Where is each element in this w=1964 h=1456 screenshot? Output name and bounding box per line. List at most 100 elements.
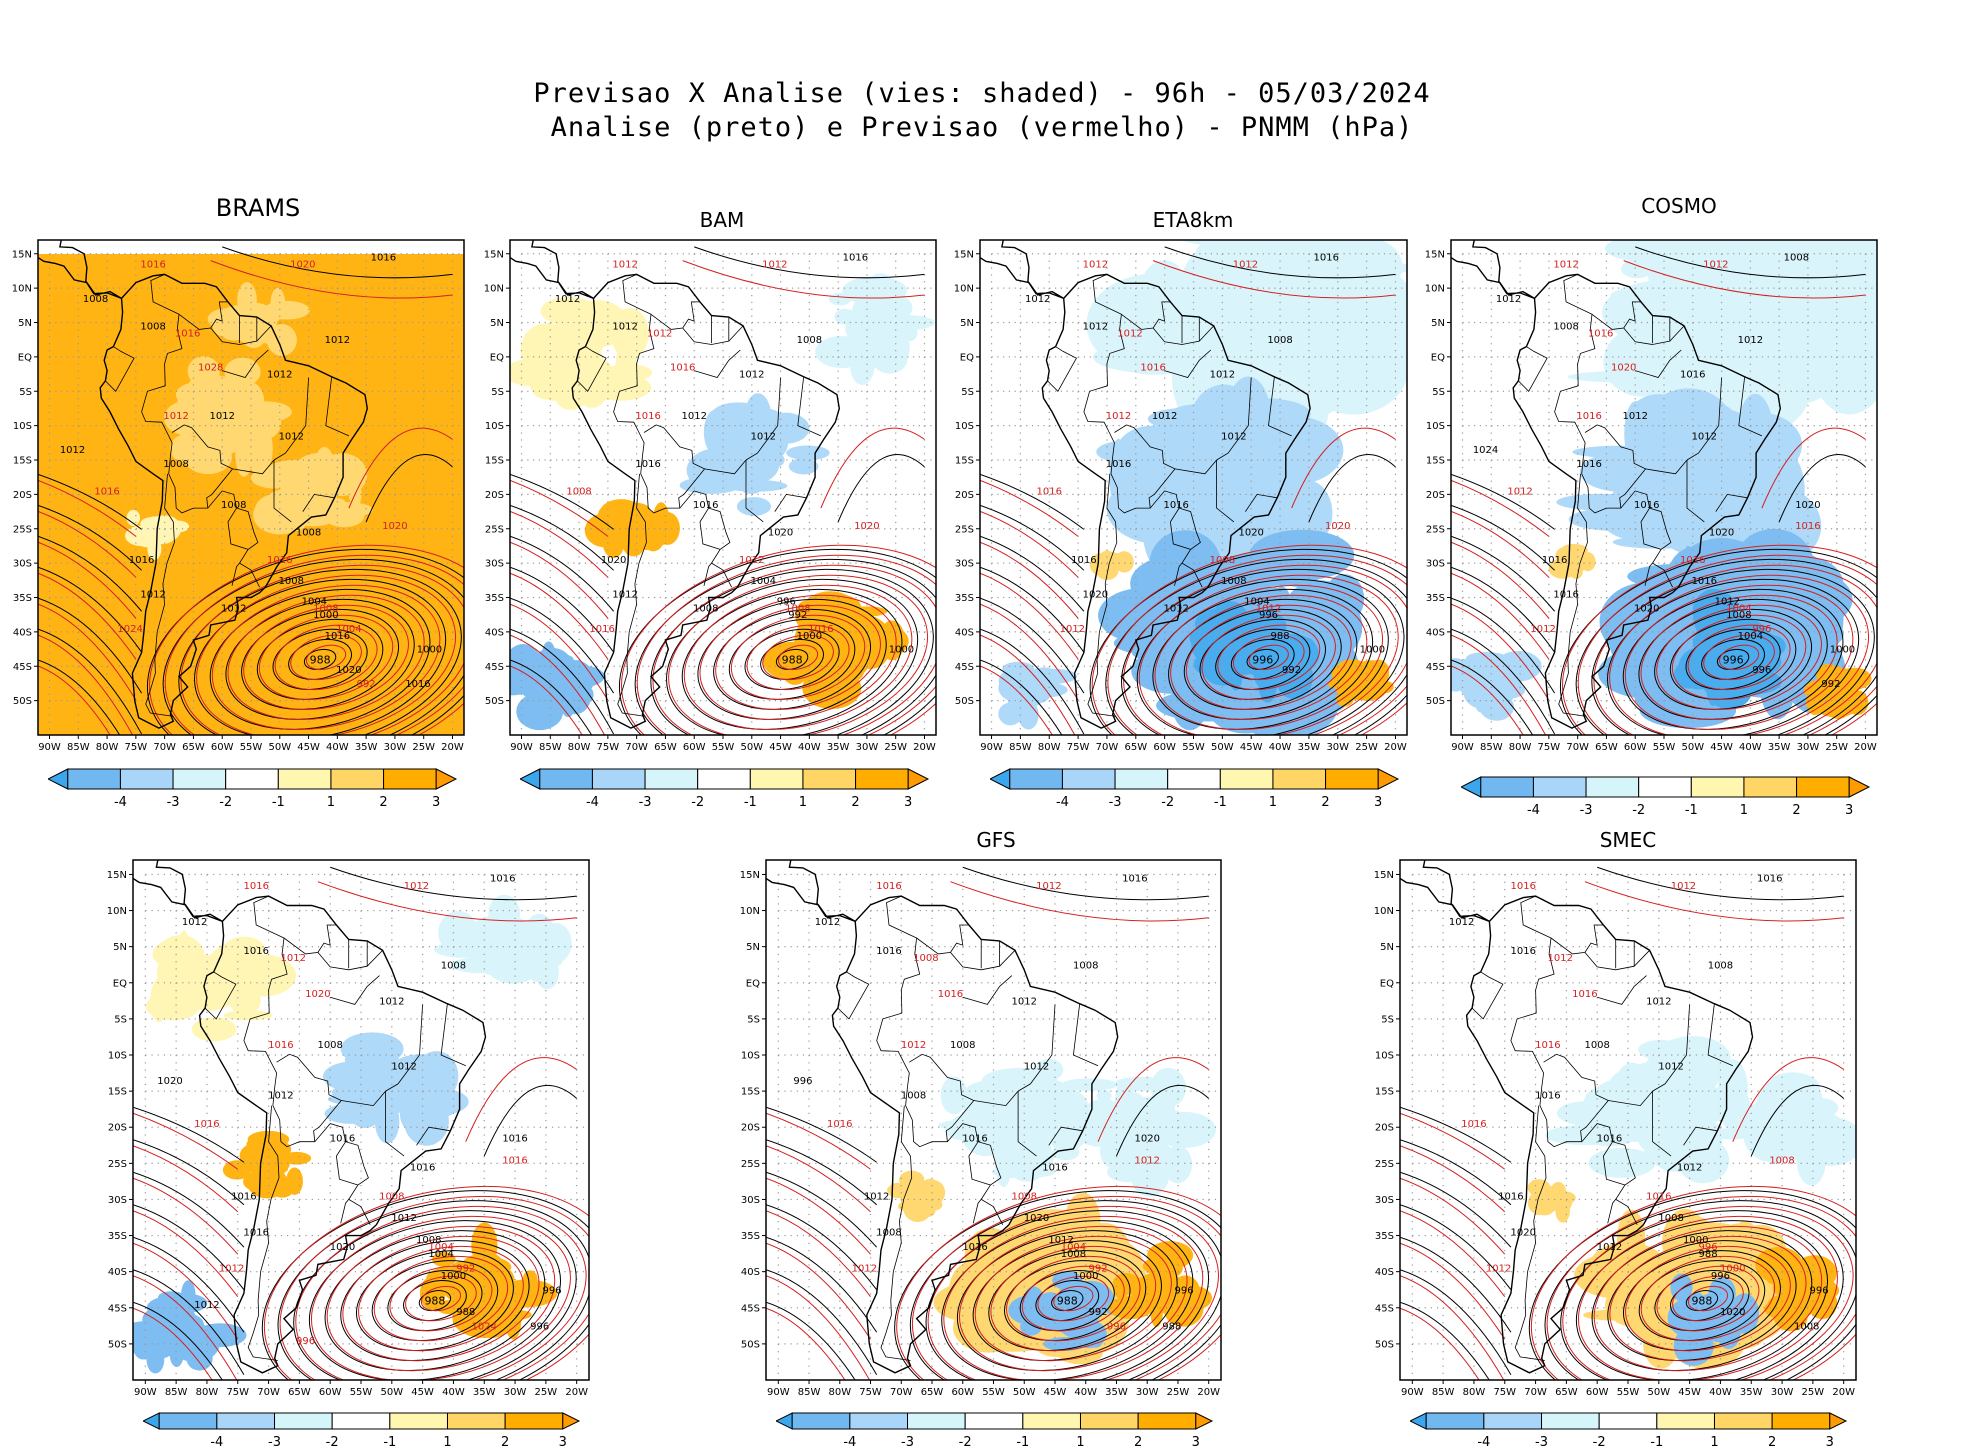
lon-label: 55W <box>982 1387 1005 1398</box>
red-isobar-label: 1012 <box>1553 260 1578 271</box>
lon-label: 60W <box>319 1387 342 1398</box>
black-isobar-label: 1008 <box>1553 321 1578 332</box>
lat-label: 40S <box>1375 1267 1394 1278</box>
lon-label: 20W <box>565 1387 588 1398</box>
lat-label: 5S <box>1381 1014 1394 1025</box>
red-isobar-label: 1016 <box>827 1119 852 1130</box>
colorbar-tick-label: 1 <box>1740 803 1748 818</box>
red-isobar-label: 996 <box>1107 1321 1126 1332</box>
black-isobar-label: 1016 <box>1553 590 1578 601</box>
panel-title: GFS <box>876 828 1116 852</box>
lon-label: 20W <box>441 742 464 753</box>
colorbar-swatch <box>332 1413 390 1429</box>
red-isobar-label: 1008 <box>785 603 810 614</box>
panel-title: SMEC <box>1508 828 1748 852</box>
colorbar-tick-label: -2 <box>1161 795 1174 810</box>
forecast-map-eta8km: 1016101210081012101210121012101610161020… <box>935 235 1432 770</box>
red-isobar-label: 1016 <box>1037 486 1062 497</box>
lon-label: 25W <box>884 742 907 753</box>
colorbar-tick-label: 1 <box>1076 1435 1084 1450</box>
lon-label: 40W <box>326 742 349 753</box>
lat-label: 50S <box>108 1339 127 1350</box>
lon-label: 45W <box>411 1387 434 1398</box>
red-isobar-label: 1012 <box>1060 624 1085 635</box>
lat-label: 30S <box>13 559 32 570</box>
colorbar: -4-3-2-11234 <box>1461 776 1879 824</box>
black-isobar-label: 1012 <box>1163 603 1188 614</box>
lon-label: 55W <box>1653 742 1676 753</box>
lat-label: 10S <box>1426 421 1445 432</box>
black-isobar-label: 1016 <box>410 1163 435 1174</box>
colorbar-swatch <box>1481 777 1534 797</box>
main-title-line1: Previsao X Analise (vies: shaded) - 96h … <box>0 78 1964 109</box>
red-isobar-label: 992 <box>357 679 376 690</box>
black-isobar-label: 1016 <box>1692 576 1717 587</box>
colorbar-swatch <box>384 769 437 789</box>
lat-label: 10N <box>954 284 974 295</box>
black-isobar-label: 1008 <box>901 1090 926 1101</box>
lat-label: 45S <box>1426 662 1445 673</box>
black-isobar-label: 1020 <box>1083 590 1108 601</box>
black-isobar-label: 1016 <box>1042 1163 1067 1174</box>
lat-label: 15S <box>1375 1087 1394 1098</box>
lat-label: 45S <box>13 662 32 673</box>
black-isobar-label: 1012 <box>612 590 637 601</box>
lat-label: EQ <box>1431 352 1445 363</box>
red-isobar-label: 1000 <box>1720 1264 1745 1275</box>
lon-label: 45W <box>1044 1387 1067 1398</box>
panel-title: BAM <box>602 208 842 232</box>
lon-label: 40W <box>1739 742 1762 753</box>
black-isobar-label: 1016 <box>1106 459 1131 470</box>
black-isobar-label: 1016 <box>1757 874 1782 885</box>
lat-label: 10N <box>1374 906 1394 917</box>
red-isobar-label: 1004 <box>1061 1242 1086 1253</box>
lon-label: 20W <box>1197 1387 1220 1398</box>
black-isobar-label: 1008 <box>1267 335 1292 346</box>
lon-label: 80W <box>568 742 591 753</box>
red-isobar-label: 1008 <box>1210 555 1235 566</box>
red-isobar-label: 1016 <box>938 989 963 1000</box>
lat-label: 5N <box>746 942 760 953</box>
colorbar: -4-3-2-11234 <box>776 1412 1222 1456</box>
lat-label: 5S <box>1432 387 1445 398</box>
black-isobar-label: 1008 <box>693 603 718 614</box>
colorbar-swatch <box>331 769 384 789</box>
lon-label: 30W <box>1326 742 1349 753</box>
low-center-label: 988 <box>424 1295 445 1308</box>
red-isobar-label: 1024 <box>472 1321 497 1332</box>
black-isobar-label: 1008 <box>1073 960 1098 971</box>
black-isobar-label: 992 <box>1282 665 1301 676</box>
red-isobar-label: 1008 <box>379 1191 404 1202</box>
colorbar-swatch <box>1138 1413 1196 1429</box>
black-isobar-label: 1016 <box>1535 1090 1560 1101</box>
low-center-label: 988 <box>782 653 803 666</box>
red-isobar-label: 1012 <box>1703 260 1728 271</box>
high-value-label: 996 <box>1175 1285 1194 1296</box>
black-isobar-label: 1020 <box>768 528 793 539</box>
black-isobar-label: 1016 <box>1680 370 1705 381</box>
red-isobar-label: 992 <box>456 1264 475 1275</box>
colorbar-swatch <box>159 1413 217 1429</box>
colorbar-swatch <box>792 1413 850 1429</box>
red-isobar-label: 1004 <box>336 624 361 635</box>
red-isobar-label: 1020 <box>854 521 879 532</box>
lat-label: 20S <box>1375 1123 1394 1134</box>
colorbar-tick-label: 3 <box>1192 1435 1200 1450</box>
lon-label: 60W <box>211 742 234 753</box>
lon-label: 65W <box>288 1387 311 1398</box>
colorbar-tick-label: -4 <box>114 795 127 810</box>
black-isobar-label: 1016 <box>693 500 718 511</box>
lon-label: 85W <box>539 742 562 753</box>
red-isobar-label: 1012 <box>219 1264 244 1275</box>
black-isobar-label: 1012 <box>1152 411 1177 422</box>
red-isobar-label: 1008 <box>566 486 591 497</box>
black-isobar-label: 1008 <box>296 528 321 539</box>
low-center-label: 988 <box>310 653 331 666</box>
lon-label: 45W <box>769 742 792 753</box>
colorbar-tick-label: 2 <box>851 795 859 810</box>
lat-label: 10S <box>13 421 32 432</box>
colorbar-swatch <box>1080 1413 1138 1429</box>
colorbar-tick-label: 2 <box>1134 1435 1142 1450</box>
lon-label: 70W <box>257 1387 280 1398</box>
black-isobar-label: 1012 <box>325 335 350 346</box>
